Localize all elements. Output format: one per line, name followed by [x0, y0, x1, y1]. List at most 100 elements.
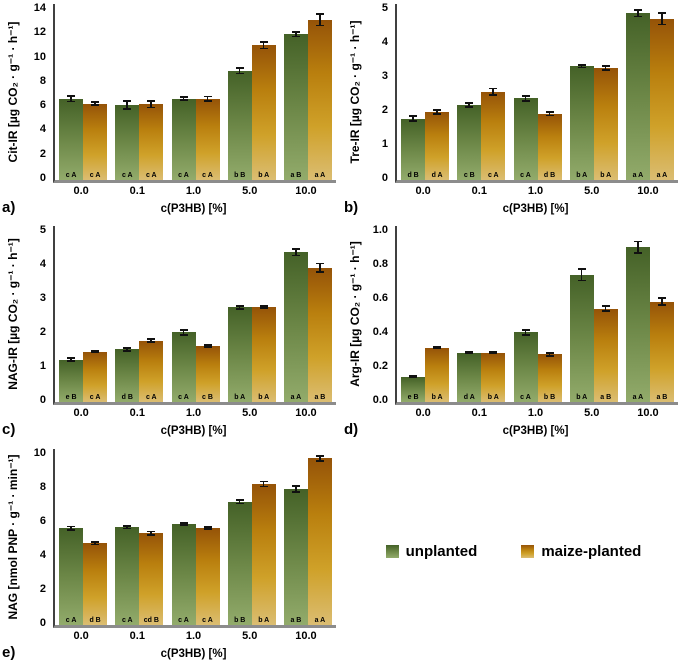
x-axis-tick-label: 1.0	[185, 407, 202, 419]
error-bar	[308, 13, 332, 27]
x-axis-tick-label: 0.1	[129, 185, 145, 197]
error-bar-line	[126, 346, 128, 352]
significance-letters: b A	[258, 394, 270, 401]
y-axis-tick-label: 3	[381, 70, 388, 82]
significance-letters: c B	[202, 394, 213, 401]
error-bar-cap	[235, 67, 244, 69]
panel-label: e)	[2, 644, 16, 661]
error-bar-cap	[577, 279, 586, 282]
significance-letters: c B	[463, 172, 475, 179]
error-bar-cap	[409, 120, 418, 123]
error-bar	[626, 240, 650, 255]
error-bar-cap	[577, 63, 586, 66]
error-bar-cap	[123, 107, 132, 110]
error-bar	[172, 96, 196, 102]
error-bar-line	[262, 304, 265, 309]
error-bar-cap	[489, 87, 498, 90]
error-bar-cap	[123, 349, 132, 352]
chart-panel-d: Arg-IR [µg CO₂ · g⁻¹ · h⁻¹] 0.0 0.2 0.4 0.6 0…	[342, 222, 685, 445]
significance-letters: c A	[178, 172, 189, 179]
x-axis-title: c(P3HB) [%]	[160, 648, 227, 660]
x-axis-tick-label: 1.0	[185, 630, 202, 642]
y-axis-tick-label: 2	[39, 326, 46, 338]
error-bar-cap	[91, 350, 100, 352]
bar-maize-planted: c A	[83, 350, 108, 402]
bar-maize-planted: d B	[537, 110, 562, 180]
error-bar-line	[294, 31, 297, 38]
plot-area: c A d B c A cd B c A c A b B b A a B a A	[53, 449, 336, 628]
significance-letters: a B	[600, 394, 612, 401]
error-bar-cap	[291, 491, 300, 494]
x-axis-tick-label: 10.0	[637, 407, 659, 419]
error-bar-line	[548, 110, 551, 117]
significance-letters: c A	[89, 394, 101, 401]
error-bar-cap	[259, 480, 268, 483]
error-bar-cap	[203, 526, 212, 529]
significance-letters: c A	[65, 617, 77, 624]
x-axis-tick-label: 0.1	[471, 185, 487, 197]
error-bar-cap	[433, 347, 442, 350]
x-axis-tick-label: 0.0	[73, 407, 89, 419]
y-axis-tick-label: 2	[39, 583, 46, 595]
error-bar-line	[238, 305, 241, 310]
y-axis-tick-label: 0.2	[372, 360, 388, 372]
significance-letters: c A	[145, 394, 157, 401]
panel-label: c)	[2, 421, 16, 438]
error-bar-cap	[409, 374, 418, 377]
error-bar-cap	[235, 308, 244, 310]
error-bar-line	[318, 455, 321, 462]
error-bar-cap	[521, 328, 530, 331]
error-bar-cap	[203, 346, 212, 348]
error-bar	[59, 357, 83, 362]
error-bar-cap	[259, 307, 268, 309]
x-axis-title: c(P3HB) [%]	[160, 203, 227, 215]
error-bar	[514, 328, 538, 336]
error-bar-cap	[291, 35, 300, 38]
significance-letters: d B	[121, 394, 133, 401]
error-bar-line	[70, 357, 72, 362]
error-bar-cap	[179, 333, 188, 336]
error-bar-cap	[179, 524, 188, 526]
error-bar	[228, 67, 252, 75]
error-bar	[481, 87, 505, 96]
bar-unplanted: e B	[401, 374, 426, 402]
error-bar-cap	[315, 455, 324, 457]
y-axis-tick-label: 0	[39, 394, 46, 406]
error-bar-line	[94, 541, 96, 546]
legend: unplanted maize-planted	[342, 445, 685, 671]
error-bar-line	[492, 351, 494, 355]
error-bar-line	[206, 95, 209, 102]
error-bar-line	[294, 484, 297, 494]
x-axis-tick-label: 5.0	[242, 185, 258, 197]
unplanted-color-swatch-icon	[385, 545, 399, 558]
error-bar-line	[524, 95, 527, 102]
error-bar-cap	[203, 343, 212, 346]
significance-letters: c A	[520, 172, 531, 179]
significance-letters: a B	[290, 617, 302, 624]
bar-unplanted: b B	[227, 67, 252, 180]
error-bar-cap	[489, 93, 498, 96]
error-bar	[228, 499, 252, 505]
significance-letters: b A	[487, 394, 499, 401]
x-axis-tick-labels: 0.0 0.1 1.0 5.0 10.0	[53, 185, 334, 197]
error-bar	[650, 297, 674, 306]
y-axis-tick-label: 4	[39, 549, 46, 561]
error-bar-line	[468, 102, 470, 108]
error-bar-line	[182, 521, 185, 526]
bar-unplanted: c A	[115, 525, 140, 625]
error-bar-cap	[545, 114, 554, 117]
significance-letters: b A	[576, 172, 588, 179]
x-axis-title: c(P3HB) [%]	[160, 425, 227, 437]
error-bar-line	[412, 374, 414, 379]
error-bar-line	[126, 525, 128, 530]
significance-letters: b A	[600, 172, 612, 179]
bar-maize-planted: a B	[593, 305, 618, 402]
error-bar-cap	[203, 95, 212, 98]
